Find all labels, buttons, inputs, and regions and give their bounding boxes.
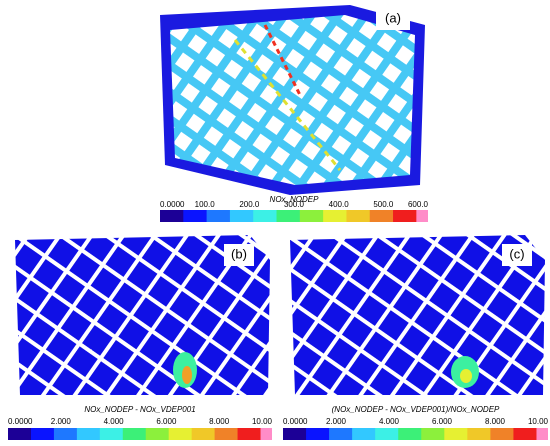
colorbar-segment (369, 210, 394, 222)
colorbar-segment (206, 210, 231, 222)
colorbar-segment (53, 428, 78, 440)
colorbar-segment (283, 428, 307, 440)
colorbar-segment (253, 210, 278, 222)
colorbar-tick-label: 8.000 (209, 417, 230, 426)
panel-label: (c) (509, 246, 524, 261)
colorbar-segment (260, 428, 272, 440)
colorbar-segment (352, 428, 376, 440)
label-box (502, 244, 532, 266)
colorbar-segment (237, 428, 262, 440)
panel-label: (a) (385, 10, 401, 25)
colorbar-tick-label: 6.000 (156, 417, 177, 426)
colorbar-tick-label: 10.00 (528, 417, 549, 426)
colorbar-title: (NOx_NODEP - NOx_VDEP001)/NOx_NODEP (332, 405, 500, 414)
colorbar-segment (513, 428, 537, 440)
panel-label: (b) (231, 246, 247, 261)
label-box (376, 8, 410, 30)
colorbar-segment (168, 428, 193, 440)
colorbar-segment (421, 428, 445, 440)
colorbar-segment (160, 210, 184, 222)
colorbar-segment (444, 428, 468, 440)
colorbar-segment (229, 210, 254, 222)
colorbar-segment (183, 210, 208, 222)
colorbar-segment (30, 428, 55, 440)
colorbar-segment (145, 428, 170, 440)
colorbar-segment (375, 428, 399, 440)
colorbar-segment (299, 210, 324, 222)
colorbar-segment (416, 210, 428, 222)
colorbar-tick-label: 600.0 (408, 200, 429, 209)
colorbar-tick-label: 2.000 (326, 417, 347, 426)
colorbar-segment (346, 210, 371, 222)
map-b: (b) (15, 235, 270, 395)
colorbar-title: NOx_NODEP - NOx_VDEP001 (84, 405, 195, 414)
colorbar-segment (191, 428, 216, 440)
map-c: (c) (290, 235, 545, 395)
colorbar-segment (393, 210, 417, 222)
colorbar-tick-label: 10.00 (252, 417, 273, 426)
colorbar-segment (99, 428, 124, 440)
colorbar-segment (329, 428, 353, 440)
map-a: (a) (160, 5, 425, 195)
colorbar-tick-label: 400.0 (329, 200, 350, 209)
colorbar-segment (490, 428, 514, 440)
colorbar-tick-label: 6.000 (432, 417, 453, 426)
colorbar-segment (122, 428, 147, 440)
colorbar-segment (214, 428, 239, 440)
colorbar-segment (8, 428, 32, 440)
colorbar-tick-label: 0.0000 (283, 417, 308, 426)
colorbar-segment (76, 428, 101, 440)
colorbar-title: NOx_NODEP (270, 195, 320, 204)
colorbar-segment (323, 210, 347, 222)
colorbar-tick-label: 500.0 (373, 200, 394, 209)
colorbar-segment (536, 428, 548, 440)
colorbar-segment (398, 428, 422, 440)
colorbar-tick-label: 2.000 (51, 417, 72, 426)
colorbar-tick-label: 100.0 (195, 200, 216, 209)
colorbar-tick-label: 300.0 (284, 200, 305, 209)
colorbar-segment (467, 428, 491, 440)
colorbar-tick-label: 4.000 (104, 417, 125, 426)
colorbar-tick-label: 0.0000 (160, 200, 185, 209)
colorbar-tick-label: 8.000 (485, 417, 506, 426)
label-box (224, 244, 254, 266)
colorbar-tick-label: 200.0 (239, 200, 260, 209)
colorbar-segment (276, 210, 301, 222)
colorbar-tick-label: 4.000 (379, 417, 400, 426)
colorbar-segment (306, 428, 330, 440)
colorbar-tick-label: 0.0000 (8, 417, 33, 426)
